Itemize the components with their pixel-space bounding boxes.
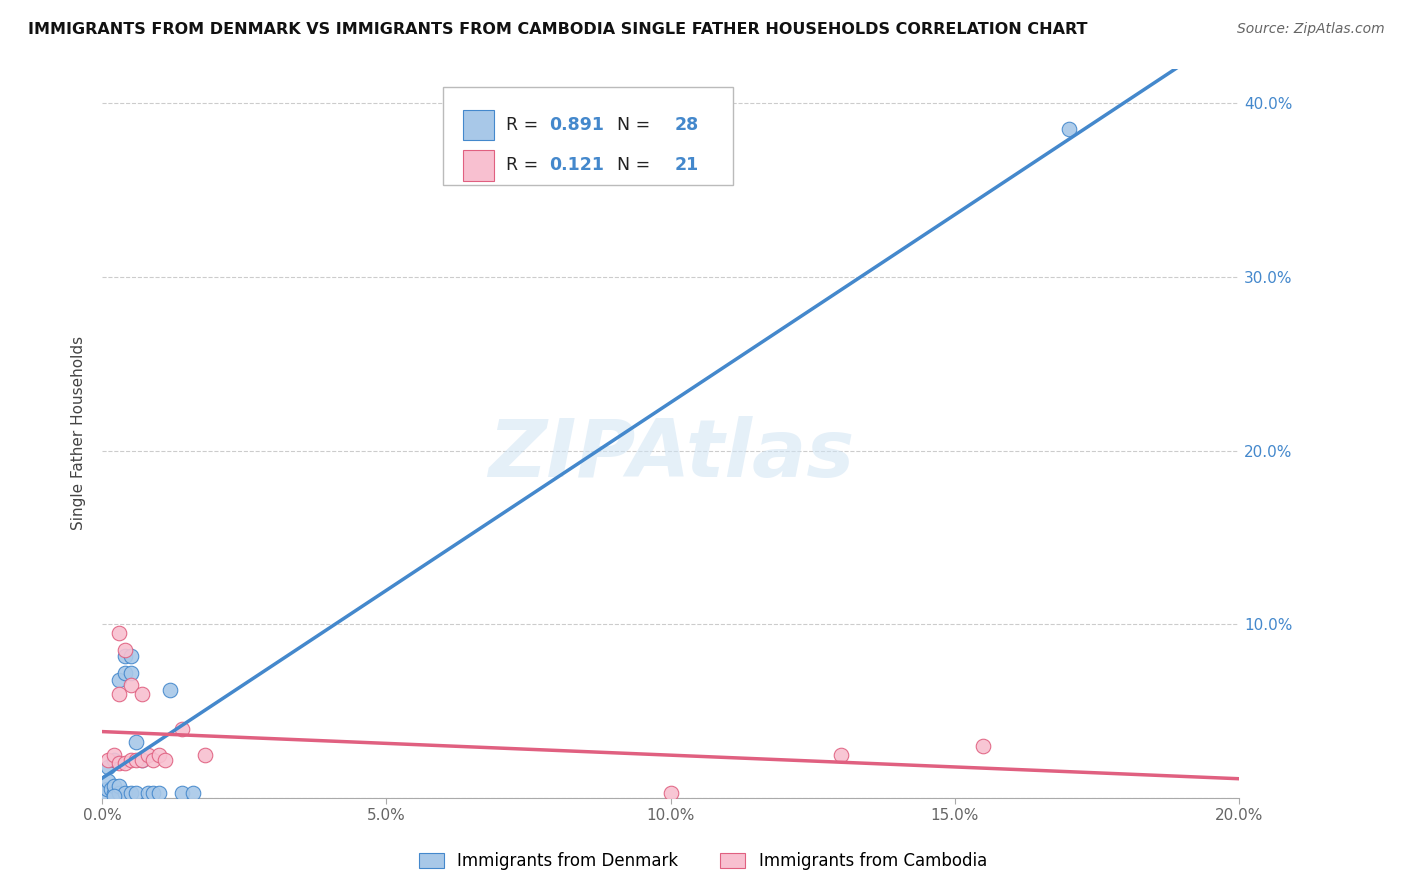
Point (120, 678, 142, 692)
Point (153, 753, 176, 767)
Point (108, 779, 131, 793)
Point (103, 753, 125, 767)
Text: IMMIGRANTS FROM DENMARK VS IMMIGRANTS FROM CAMBODIA SINGLE FATHER HOUSEHOLDS COR: IMMIGRANTS FROM DENMARK VS IMMIGRANTS FR… (28, 22, 1088, 37)
Point (193, 747, 215, 762)
Text: N =: N = (606, 116, 655, 134)
Point (108, 673, 131, 687)
FancyBboxPatch shape (443, 87, 734, 186)
Point (659, 786, 682, 800)
Point (94, 786, 117, 800)
Point (97, 760, 120, 774)
Point (148, 786, 170, 800)
Text: 21: 21 (673, 156, 699, 174)
Point (830, 747, 852, 762)
FancyBboxPatch shape (463, 150, 495, 180)
Point (125, 735, 148, 749)
Y-axis label: Single Father Households: Single Father Households (72, 336, 86, 531)
Point (142, 786, 165, 800)
Point (108, 687, 131, 701)
Text: 0.891: 0.891 (550, 116, 605, 134)
Point (114, 643, 136, 657)
Text: ZIPAtlas: ZIPAtlas (488, 417, 853, 494)
Legend: Immigrants from Denmark, Immigrants from Cambodia: Immigrants from Denmark, Immigrants from… (412, 846, 994, 877)
Text: R =: R = (506, 156, 544, 174)
Point (103, 779, 125, 793)
Point (159, 683, 181, 698)
Point (103, 747, 125, 762)
Point (120, 648, 142, 663)
Text: R =: R = (506, 116, 544, 134)
Point (1057, 122, 1080, 136)
Point (136, 747, 159, 762)
Point (125, 786, 148, 800)
Point (170, 786, 193, 800)
Point (148, 747, 170, 762)
Point (103, 789, 125, 804)
Point (114, 648, 136, 663)
Point (96, 782, 118, 797)
Point (103, 786, 125, 800)
Point (131, 753, 153, 767)
Point (120, 753, 142, 767)
Text: 28: 28 (673, 116, 699, 134)
Point (108, 756, 131, 771)
Point (131, 687, 153, 701)
Point (181, 786, 204, 800)
Point (125, 753, 148, 767)
Text: N =: N = (606, 156, 655, 174)
Point (114, 756, 136, 771)
Point (97, 773, 120, 788)
Point (114, 665, 136, 680)
Point (108, 626, 131, 640)
Point (100, 782, 122, 797)
Point (136, 786, 159, 800)
Point (972, 739, 994, 753)
Point (97, 753, 120, 767)
Text: Source: ZipAtlas.com: Source: ZipAtlas.com (1237, 22, 1385, 37)
Point (142, 753, 165, 767)
Text: 0.121: 0.121 (550, 156, 605, 174)
Point (170, 722, 193, 736)
Point (131, 753, 153, 767)
Point (120, 665, 142, 680)
Point (114, 786, 136, 800)
Point (120, 786, 142, 800)
FancyBboxPatch shape (463, 110, 495, 140)
Point (108, 786, 131, 800)
